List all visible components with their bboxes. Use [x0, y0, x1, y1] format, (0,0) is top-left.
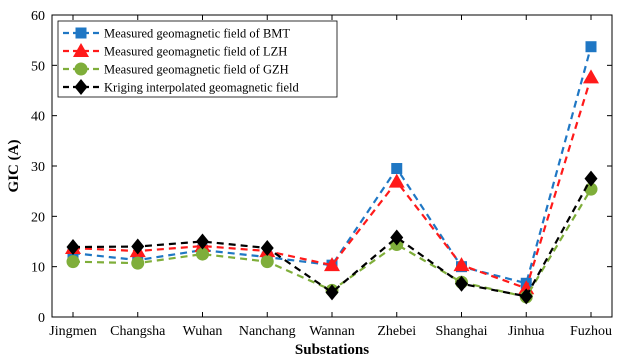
- data-point: [584, 170, 598, 187]
- legend-item: Kriging interpolated geomagnetic field: [63, 79, 299, 95]
- data-point: [453, 257, 470, 272]
- series-4: [66, 170, 598, 305]
- data-point: [196, 233, 209, 250]
- legend-box: [57, 20, 338, 98]
- y-tick-label: 20: [31, 210, 45, 225]
- data-point: [260, 240, 274, 257]
- series-line: [72, 77, 593, 290]
- legend-swatch-marker: [74, 79, 88, 95]
- x-axis-ticks: Jingmen Changsha Wuhan Nanchang Wannan Zhebei…: [49, 15, 612, 339]
- y-tick-label: 0: [38, 311, 45, 326]
- data-point: [390, 229, 404, 246]
- data-point: [455, 275, 468, 292]
- y-axis-ticks: 0 10 20 30 40 50 60: [31, 9, 612, 326]
- x-tick-label: Shanghai: [435, 324, 487, 339]
- series-layer: [65, 41, 599, 305]
- y-tick-label: 30: [31, 160, 45, 175]
- data-point: [391, 163, 403, 175]
- series-line: [72, 178, 592, 298]
- legend-item: Measured geomagnetic field of LZH: [63, 43, 287, 59]
- x-tick-label: Wannan: [309, 324, 355, 339]
- legend-label: Measured geomagnetic field of GZH: [104, 63, 289, 77]
- series-line: [72, 46, 593, 285]
- legend-items: Measured geomagnetic field of BMT Measure…: [63, 27, 299, 95]
- legend: Measured geomagnetic field of BMT Measure…: [57, 20, 338, 98]
- data-point: [325, 284, 339, 301]
- series-line: [72, 188, 592, 299]
- data-point: [66, 239, 80, 256]
- x-tick-label: Jinhua: [508, 324, 545, 339]
- x-tick-label: Zhebei: [377, 324, 416, 339]
- y-tick-label: 50: [31, 59, 45, 74]
- data-point: [585, 41, 597, 53]
- data-point: [66, 255, 80, 269]
- x-tick-label: Wuhan: [183, 324, 223, 339]
- data-point: [131, 238, 145, 255]
- legend-label: Kriging interpolated geomagnetic field: [104, 81, 299, 95]
- data-point: [519, 288, 533, 305]
- data-point: [583, 69, 599, 84]
- x-axis-title: Substations: [295, 342, 369, 358]
- legend-label: Measured geomagnetic field of BMT: [104, 27, 290, 41]
- data-point: [196, 247, 209, 261]
- x-tick-label: Nanchang: [239, 324, 296, 339]
- x-tick-label: Jingmen: [49, 324, 96, 339]
- series-2: [65, 69, 599, 295]
- x-tick-label: Fuzhou: [570, 324, 612, 339]
- x-tick-label: Changsha: [110, 324, 166, 339]
- data-point: [131, 256, 145, 270]
- y-tick-label: 60: [31, 9, 45, 24]
- legend-swatch-marker: [75, 27, 87, 39]
- data-point: [388, 173, 405, 188]
- data-point: [324, 257, 340, 272]
- legend-swatch-marker: [73, 43, 89, 57]
- y-tick-label: 10: [31, 261, 45, 276]
- legend-label: Measured geomagnetic field of LZH: [104, 45, 287, 59]
- legend-item: Measured geomagnetic field of GZH: [63, 62, 289, 77]
- legend-item: Measured geomagnetic field of BMT: [63, 27, 290, 41]
- legend-swatch-marker: [74, 62, 88, 76]
- data-point: [260, 255, 274, 269]
- y-axis-title: GIC (A): [6, 140, 22, 193]
- y-tick-label: 40: [31, 110, 45, 125]
